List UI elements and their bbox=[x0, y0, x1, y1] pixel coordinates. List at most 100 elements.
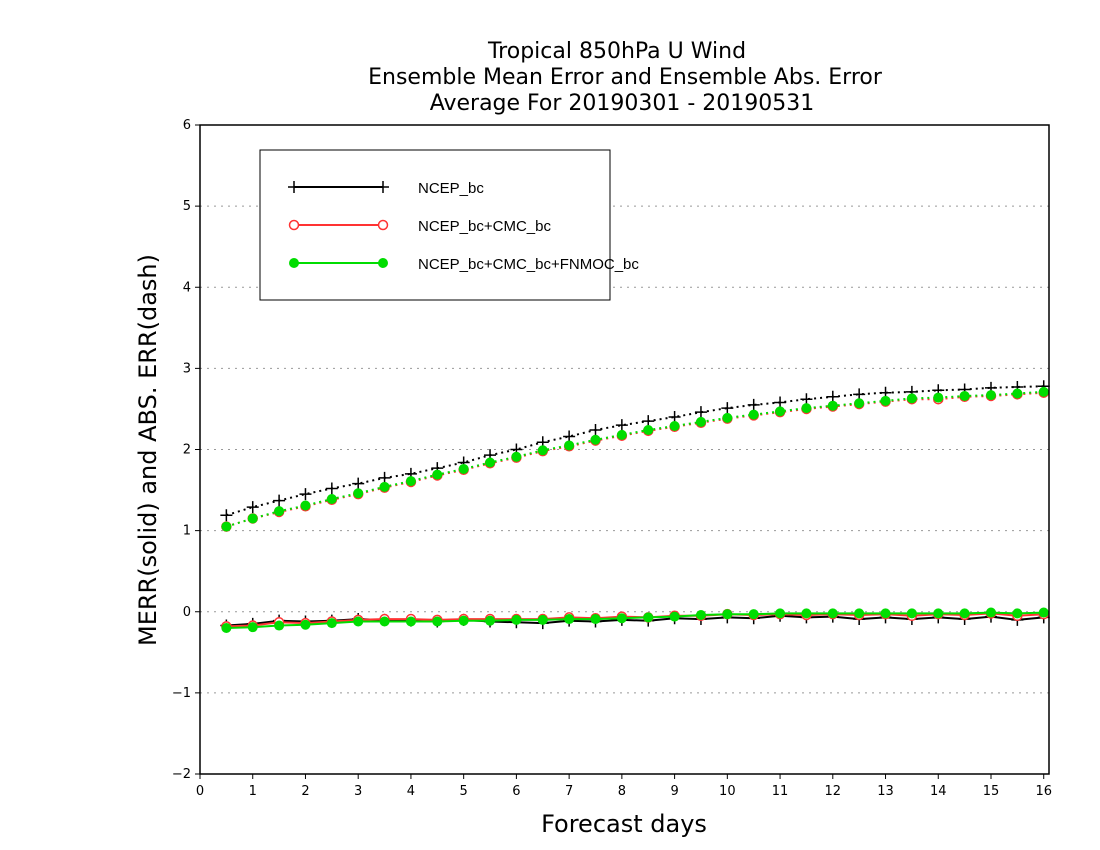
x-tick-label: 1 bbox=[249, 784, 257, 799]
abs-err-point-ncep-bc-cmc-bc-fnmoc-bc bbox=[379, 481, 390, 492]
abs-err-point-ncep-bc-cmc-bc-fnmoc-bc bbox=[616, 429, 627, 440]
abs-err-point-ncep-bc bbox=[273, 494, 286, 507]
mean-err-point-ncep-bc-cmc-bc-fnmoc-bc bbox=[300, 619, 311, 630]
legend-label-ncep-bc-cmc-bc-fnmoc-bc: NCEP_bc+CMC_bc+FNMOC_bc bbox=[418, 256, 639, 273]
abs-err-point-ncep-bc-cmc-bc-fnmoc-bc bbox=[669, 420, 680, 431]
abs-err-point-ncep-bc-cmc-bc-fnmoc-bc bbox=[695, 416, 706, 427]
mean-err-point-ncep-bc-cmc-bc-fnmoc-bc bbox=[247, 622, 258, 633]
abs-err-point-ncep-bc-cmc-bc-fnmoc-bc bbox=[985, 390, 996, 401]
legend-label-ncep-bc-cmc-bc: NCEP_bc+CMC_bc bbox=[418, 218, 551, 235]
y-tick-label: 0 bbox=[183, 605, 191, 620]
x-tick-label: 0 bbox=[196, 784, 204, 799]
abs-err-point-ncep-bc bbox=[246, 501, 259, 514]
mean-err-point-ncep-bc-cmc-bc-fnmoc-bc bbox=[405, 616, 416, 627]
x-tick-label: 13 bbox=[877, 784, 894, 799]
abs-err-point-ncep-bc bbox=[694, 406, 707, 419]
mean-err-point-ncep-bc-cmc-bc-fnmoc-bc bbox=[906, 608, 917, 619]
mean-err-point-ncep-bc-cmc-bc-fnmoc-bc bbox=[616, 613, 627, 624]
abs-err-point-ncep-bc bbox=[747, 398, 760, 411]
x-tick-label: 15 bbox=[983, 784, 1000, 799]
abs-err-point-ncep-bc bbox=[589, 424, 602, 437]
y-tick-label: 1 bbox=[183, 524, 191, 539]
abs-err-point-ncep-bc-cmc-bc-fnmoc-bc bbox=[247, 513, 258, 524]
plot-frame bbox=[199, 124, 1050, 775]
abs-err-line-ncep-bc-cmc-bc-fnmoc-bc bbox=[226, 390, 1044, 528]
mean-err-point-ncep-bc-cmc-bc-fnmoc-bc bbox=[801, 608, 812, 619]
x-tick-label: 14 bbox=[930, 784, 947, 799]
mean-err-point-ncep-bc-cmc-bc-fnmoc-bc bbox=[590, 614, 601, 625]
title-line-3: Average For 20190301 - 20190531 bbox=[430, 91, 815, 116]
mean-err-point-ncep-bc-cmc-bc-fnmoc-bc bbox=[432, 616, 443, 627]
legend-marker-ncep-bc-cmc-bc bbox=[288, 219, 300, 231]
mean-err-point-ncep-bc-cmc-bc-fnmoc-bc bbox=[775, 608, 786, 619]
abs-err-point-ncep-bc bbox=[721, 402, 734, 415]
abs-err-point-ncep-bc-cmc-bc-fnmoc-bc bbox=[748, 409, 759, 420]
title-line-1: Tropical 850hPa U Wind bbox=[487, 39, 746, 64]
abs-err-point-ncep-bc-cmc-bc-fnmoc-bc bbox=[1012, 388, 1023, 399]
x-tick-label: 16 bbox=[1035, 784, 1052, 799]
mean-err-point-ncep-bc-cmc-bc-fnmoc-bc bbox=[695, 609, 706, 620]
x-tick-label: 9 bbox=[670, 784, 678, 799]
legend-marker-ncep-bc-cmc-bc-fnmoc-bc bbox=[289, 258, 299, 268]
y-axis-label: MERR(solid) and ABS. ERR(dash) bbox=[134, 254, 162, 646]
abs-err-point-ncep-bc-cmc-bc-fnmoc-bc bbox=[722, 412, 733, 423]
y-tick-label: 3 bbox=[183, 361, 191, 376]
mean-err-point-ncep-bc-cmc-bc-fnmoc-bc bbox=[537, 614, 548, 625]
legend: NCEP_bc NCEP_bc+CMC_bc NCEP_bc+CMC_bc+FN… bbox=[259, 149, 639, 301]
legend-marker-ncep-bc bbox=[377, 181, 389, 193]
legend-marks bbox=[288, 181, 389, 268]
y-tick-label: 6 bbox=[183, 118, 191, 133]
abs-err-point-ncep-bc-cmc-bc-fnmoc-bc bbox=[854, 398, 865, 409]
legend-label-ncep-bc: NCEP_bc bbox=[418, 180, 484, 197]
x-tick-label: 4 bbox=[407, 784, 415, 799]
abs-err-point-ncep-bc-cmc-bc-fnmoc-bc bbox=[1038, 386, 1049, 397]
mean-err-point-ncep-bc-cmc-bc-fnmoc-bc bbox=[221, 622, 232, 633]
abs-err-point-ncep-bc-cmc-bc-fnmoc-bc bbox=[326, 493, 337, 504]
abs-err-point-ncep-bc-cmc-bc-fnmoc-bc bbox=[511, 451, 522, 462]
abs-err-line-ncep-bc-cmc-bc bbox=[226, 391, 1044, 528]
abs-err-point-ncep-bc-cmc-bc-fnmoc-bc bbox=[801, 403, 812, 414]
x-tick-label: 2 bbox=[301, 784, 309, 799]
x-tick-label: 12 bbox=[825, 784, 842, 799]
legend-marker-ncep-bc-cmc-bc-fnmoc-bc bbox=[378, 258, 388, 268]
abs-err-point-ncep-bc-cmc-bc-fnmoc-bc bbox=[458, 463, 469, 474]
mean-err-point-ncep-bc-cmc-bc-fnmoc-bc bbox=[353, 616, 364, 627]
abs-err-point-ncep-bc-cmc-bc-fnmoc-bc bbox=[221, 521, 232, 532]
mean-err-point-ncep-bc-cmc-bc-fnmoc-bc bbox=[274, 620, 285, 631]
y-tick-label: −2 bbox=[172, 767, 191, 782]
mean-err-point-ncep-bc-cmc-bc-fnmoc-bc bbox=[1012, 608, 1023, 619]
mean-err-point-ncep-bc-cmc-bc-fnmoc-bc bbox=[1038, 607, 1049, 618]
abs-err-point-ncep-bc-cmc-bc-fnmoc-bc bbox=[300, 500, 311, 511]
mean-err-point-ncep-bc-cmc-bc-fnmoc-bc bbox=[985, 607, 996, 618]
mean-err-point-ncep-bc-cmc-bc-fnmoc-bc bbox=[326, 618, 337, 629]
abs-err-point-ncep-bc-cmc-bc-fnmoc-bc bbox=[933, 392, 944, 403]
mean-err-point-ncep-bc-cmc-bc-fnmoc-bc bbox=[643, 612, 654, 623]
abs-err-point-ncep-bc bbox=[615, 419, 628, 432]
abs-err-point-ncep-bc bbox=[299, 488, 312, 501]
x-tick-label: 6 bbox=[512, 784, 520, 799]
mean-err-point-ncep-bc-cmc-bc-fnmoc-bc bbox=[669, 611, 680, 622]
abs-err-point-ncep-bc-cmc-bc-fnmoc-bc bbox=[485, 457, 496, 468]
abs-err-point-ncep-bc-cmc-bc-fnmoc-bc bbox=[353, 488, 364, 499]
x-tick-label: 10 bbox=[719, 784, 736, 799]
x-axis-label: Forecast days bbox=[541, 810, 707, 838]
mean-err-point-ncep-bc-cmc-bc-fnmoc-bc bbox=[880, 608, 891, 619]
series-layer bbox=[220, 380, 1050, 633]
mean-err-point-ncep-bc-cmc-bc-fnmoc-bc bbox=[511, 614, 522, 625]
abs-err-point-ncep-bc-cmc-bc-fnmoc-bc bbox=[643, 425, 654, 436]
mean-err-point-ncep-bc-cmc-bc-fnmoc-bc bbox=[959, 608, 970, 619]
y-tick-label: 4 bbox=[183, 280, 191, 295]
abs-err-point-ncep-bc-cmc-bc-fnmoc-bc bbox=[590, 434, 601, 445]
x-tick-label: 5 bbox=[460, 784, 468, 799]
legend-marker-ncep-bc bbox=[288, 181, 300, 193]
abs-err-point-ncep-bc bbox=[325, 482, 338, 495]
mean-err-point-ncep-bc-cmc-bc-fnmoc-bc bbox=[379, 616, 390, 627]
mean-err-point-ncep-bc-cmc-bc-fnmoc-bc bbox=[854, 608, 865, 619]
mean-err-point-ncep-bc-cmc-bc-fnmoc-bc bbox=[748, 609, 759, 620]
mean-err-point-ncep-bc-cmc-bc-fnmoc-bc bbox=[933, 608, 944, 619]
abs-err-point-ncep-bc-cmc-bc-fnmoc-bc bbox=[564, 440, 575, 451]
abs-err-point-ncep-bc-cmc-bc-fnmoc-bc bbox=[405, 476, 416, 487]
x-tick-label: 8 bbox=[618, 784, 626, 799]
x-tick-label: 11 bbox=[772, 784, 789, 799]
title-line-2: Ensemble Mean Error and Ensemble Abs. Er… bbox=[368, 65, 883, 90]
